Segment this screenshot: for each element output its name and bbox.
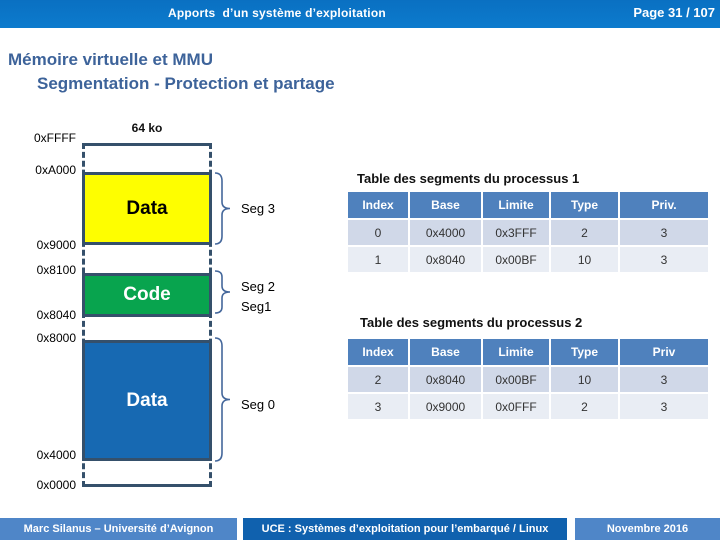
address-label-0x0000: 0x0000 xyxy=(36,478,76,492)
cell-priv: 3 xyxy=(620,247,708,272)
memory-block-data-seg3: Data xyxy=(82,172,212,245)
segment-table-2: Index Base Limite Type Priv 2 0x8040 0x0… xyxy=(346,337,710,421)
footer-course: UCE : Systèmes d’exploitation pour l’emb… xyxy=(243,518,567,540)
cell-base: 0x4000 xyxy=(410,220,481,245)
cell-index: 3 xyxy=(348,394,408,419)
column-header-base: Base xyxy=(410,339,481,365)
cell-limite: 0x00BF xyxy=(483,247,549,272)
memory-block-label: Data xyxy=(126,389,168,411)
footer-date: Novembre 2016 xyxy=(575,518,720,540)
cell-type: 2 xyxy=(551,394,618,419)
cell-priv: 3 xyxy=(620,220,708,245)
column-header-base: Base xyxy=(410,192,481,218)
column-header-priv: Priv xyxy=(620,339,708,365)
memory-block-data-seg0: Data xyxy=(82,340,212,461)
table-row: 2 0x8040 0x00BF 10 3 xyxy=(348,367,708,392)
cell-index: 1 xyxy=(348,247,408,272)
column-header-limite: Limite xyxy=(483,192,549,218)
slide-title: Mémoire virtuelle et MMU xyxy=(8,50,213,69)
column-header-type: Type xyxy=(551,192,618,218)
address-label-0x8100: 0x8100 xyxy=(36,263,76,277)
address-label-0x8040: 0x8040 xyxy=(36,308,76,322)
address-label-0xFFFF: 0xFFFF xyxy=(34,131,76,145)
table-header-row: Index Base Limite Type Priv. xyxy=(348,192,708,218)
column-header-limite: Limite xyxy=(483,339,549,365)
memory-block-label: Code xyxy=(123,284,171,305)
segment-table-2-title: Table des segments du processus 2 xyxy=(360,315,583,330)
address-label-0x8000: 0x8000 xyxy=(36,331,76,345)
segment-braces xyxy=(214,172,231,462)
cell-limite: 0x00BF xyxy=(483,367,549,392)
cell-base: 0x8040 xyxy=(410,247,481,272)
segment-label-seg3: Seg 3 xyxy=(241,201,275,216)
column-header-type: Type xyxy=(551,339,618,365)
header-title: Apports d’un système d’exploitation xyxy=(168,6,386,20)
page-indicator: Page 31 / 107 xyxy=(633,5,715,20)
cell-type: 2 xyxy=(551,220,618,245)
slide-subtitle: Segmentation - Protection et partage xyxy=(37,74,335,93)
cell-priv: 3 xyxy=(620,367,708,392)
table-header-row: Index Base Limite Type Priv xyxy=(348,339,708,365)
header-bar: Apports d’un système d’exploitation Page… xyxy=(0,0,720,28)
memory-block-code: Code xyxy=(82,273,212,317)
cell-priv: 3 xyxy=(620,394,708,419)
memory-size-label: 64 ko xyxy=(131,121,163,135)
cell-base: 0x9000 xyxy=(410,394,481,419)
memory-block-label: Data xyxy=(126,197,168,219)
segment-table-1: Index Base Limite Type Priv. 0 0x4000 0x… xyxy=(346,190,710,274)
column-header-index: Index xyxy=(348,339,408,365)
segment-label-seg1: Seg1 xyxy=(241,299,272,314)
memory-box: Data Code Data xyxy=(82,143,212,487)
cell-limite: 0x3FFF xyxy=(483,220,549,245)
table-row: 3 0x9000 0x0FFF 2 3 xyxy=(348,394,708,419)
segment-table-1-title: Table des segments du processus 1 xyxy=(357,171,580,186)
segment-label-seg2: Seg 2 xyxy=(241,279,275,294)
column-header-priv: Priv. xyxy=(620,192,708,218)
address-label-0x9000: 0x9000 xyxy=(36,238,76,252)
address-label-0xA000: 0xA000 xyxy=(35,163,76,177)
cell-index: 0 xyxy=(348,220,408,245)
cell-base: 0x8040 xyxy=(410,367,481,392)
segment-label-seg0: Seg 0 xyxy=(241,397,275,412)
address-label-0x4000: 0x4000 xyxy=(36,448,76,462)
cell-type: 10 xyxy=(551,247,618,272)
table-row: 1 0x8040 0x00BF 10 3 xyxy=(348,247,708,272)
column-header-index: Index xyxy=(348,192,408,218)
cell-index: 2 xyxy=(348,367,408,392)
footer-author: Marc Silanus – Université d’Avignon xyxy=(0,518,237,540)
cell-limite: 0x0FFF xyxy=(483,394,549,419)
cell-type: 10 xyxy=(551,367,618,392)
table-row: 0 0x4000 0x3FFF 2 3 xyxy=(348,220,708,245)
